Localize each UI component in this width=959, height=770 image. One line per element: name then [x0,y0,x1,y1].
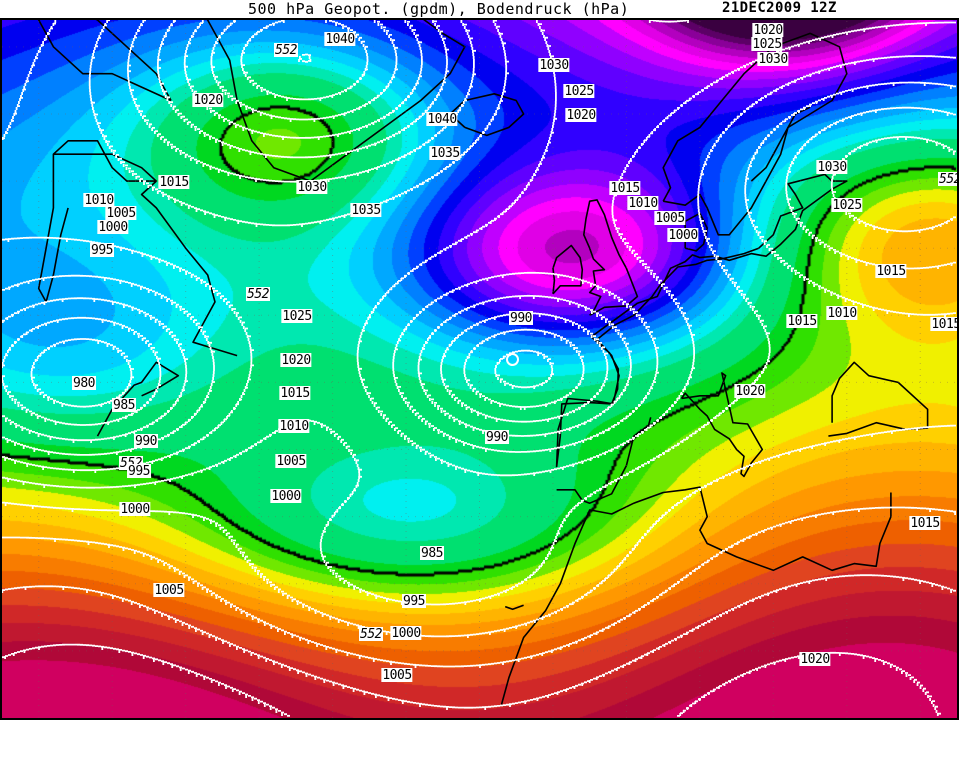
isobar-label: 1020 [565,108,597,123]
isobar-label: 1020 [192,93,224,108]
isobar-label: 1000 [270,489,302,504]
isobar-label: 1005 [381,668,413,683]
isobar-label: 995 [402,594,426,609]
isobar-label: 1000 [667,228,699,243]
isobar-label: 985 [112,398,136,413]
isobar-label: 1005 [275,454,307,469]
isobar-label: 1000 [119,502,151,517]
isobar-label: 1040 [324,32,356,47]
isobar-label: 1035 [350,203,382,218]
low-pressure-center-marker [506,353,519,366]
isobar-label: 1010 [627,196,659,211]
page-title: 500 hPa Geopot. (gpdm), Bodendruck (hPa) [248,0,630,18]
chart-footer: Data: NOAA reanalysis 1.000° (C) Wetterz… [0,720,959,770]
isobar-label: 1015 [609,181,641,196]
isobar-label: 1015 [279,386,311,401]
isobar-label: 1020 [734,384,766,399]
isobar-label: 1005 [105,206,137,221]
isobar-label: 995 [127,464,151,479]
chart-title-bar: 500 hPa Geopot. (gpdm), Bodendruck (hPa)… [0,0,959,18]
height-contour-label: 552 [359,627,383,642]
isobar-label: 1025 [563,84,595,99]
isobar-label: 1005 [153,583,185,598]
isobar-label: 1035 [429,146,461,161]
isobar-label: 1030 [757,52,789,67]
isobar-label: 1030 [296,180,328,195]
isobar-label: 1000 [390,626,422,641]
isobar-label: 1030 [538,58,570,73]
isobar-label: 995 [90,243,114,258]
height-contour-label: 552 [274,43,298,58]
isobar-label: 990 [134,434,158,449]
isobar-label: 1015 [158,175,190,190]
isobar-label: 1015 [909,516,941,531]
isobar-label: 1025 [751,37,783,52]
map-overlay-contours [2,20,957,718]
isobar-label: 1000 [97,220,129,235]
isobar-label: 1010 [278,419,310,434]
isobar-label: 1040 [426,112,458,127]
isobar-label: 1025 [281,309,313,324]
isobar-label: 1010 [83,193,115,208]
isobar-label: 985 [420,546,444,561]
isobar-label: 980 [72,376,96,391]
isobar-label: 1005 [654,211,686,226]
height-contour-label: 552 [246,287,270,302]
isobar-label: 1015 [786,314,818,329]
isobar-label: 1020 [799,652,831,667]
isobar-label: 990 [509,311,533,326]
isobar-label: 1020 [280,353,312,368]
isobar-label: 1020 [752,23,784,38]
isobar-label: 1015 [930,317,957,331]
isobar-label: 990 [485,430,509,445]
isobar-label: 1015 [875,264,907,279]
valid-time-label: 21DEC2009 12Z [722,0,837,16]
isobar-label: 1025 [831,198,863,213]
isobar-label: 1030 [816,160,848,175]
isobar-label: 1010 [826,306,858,321]
height-contour-label: 552 [938,172,957,186]
map-panel[interactable]: 1040552102010201025103010301025102010201… [0,18,959,720]
